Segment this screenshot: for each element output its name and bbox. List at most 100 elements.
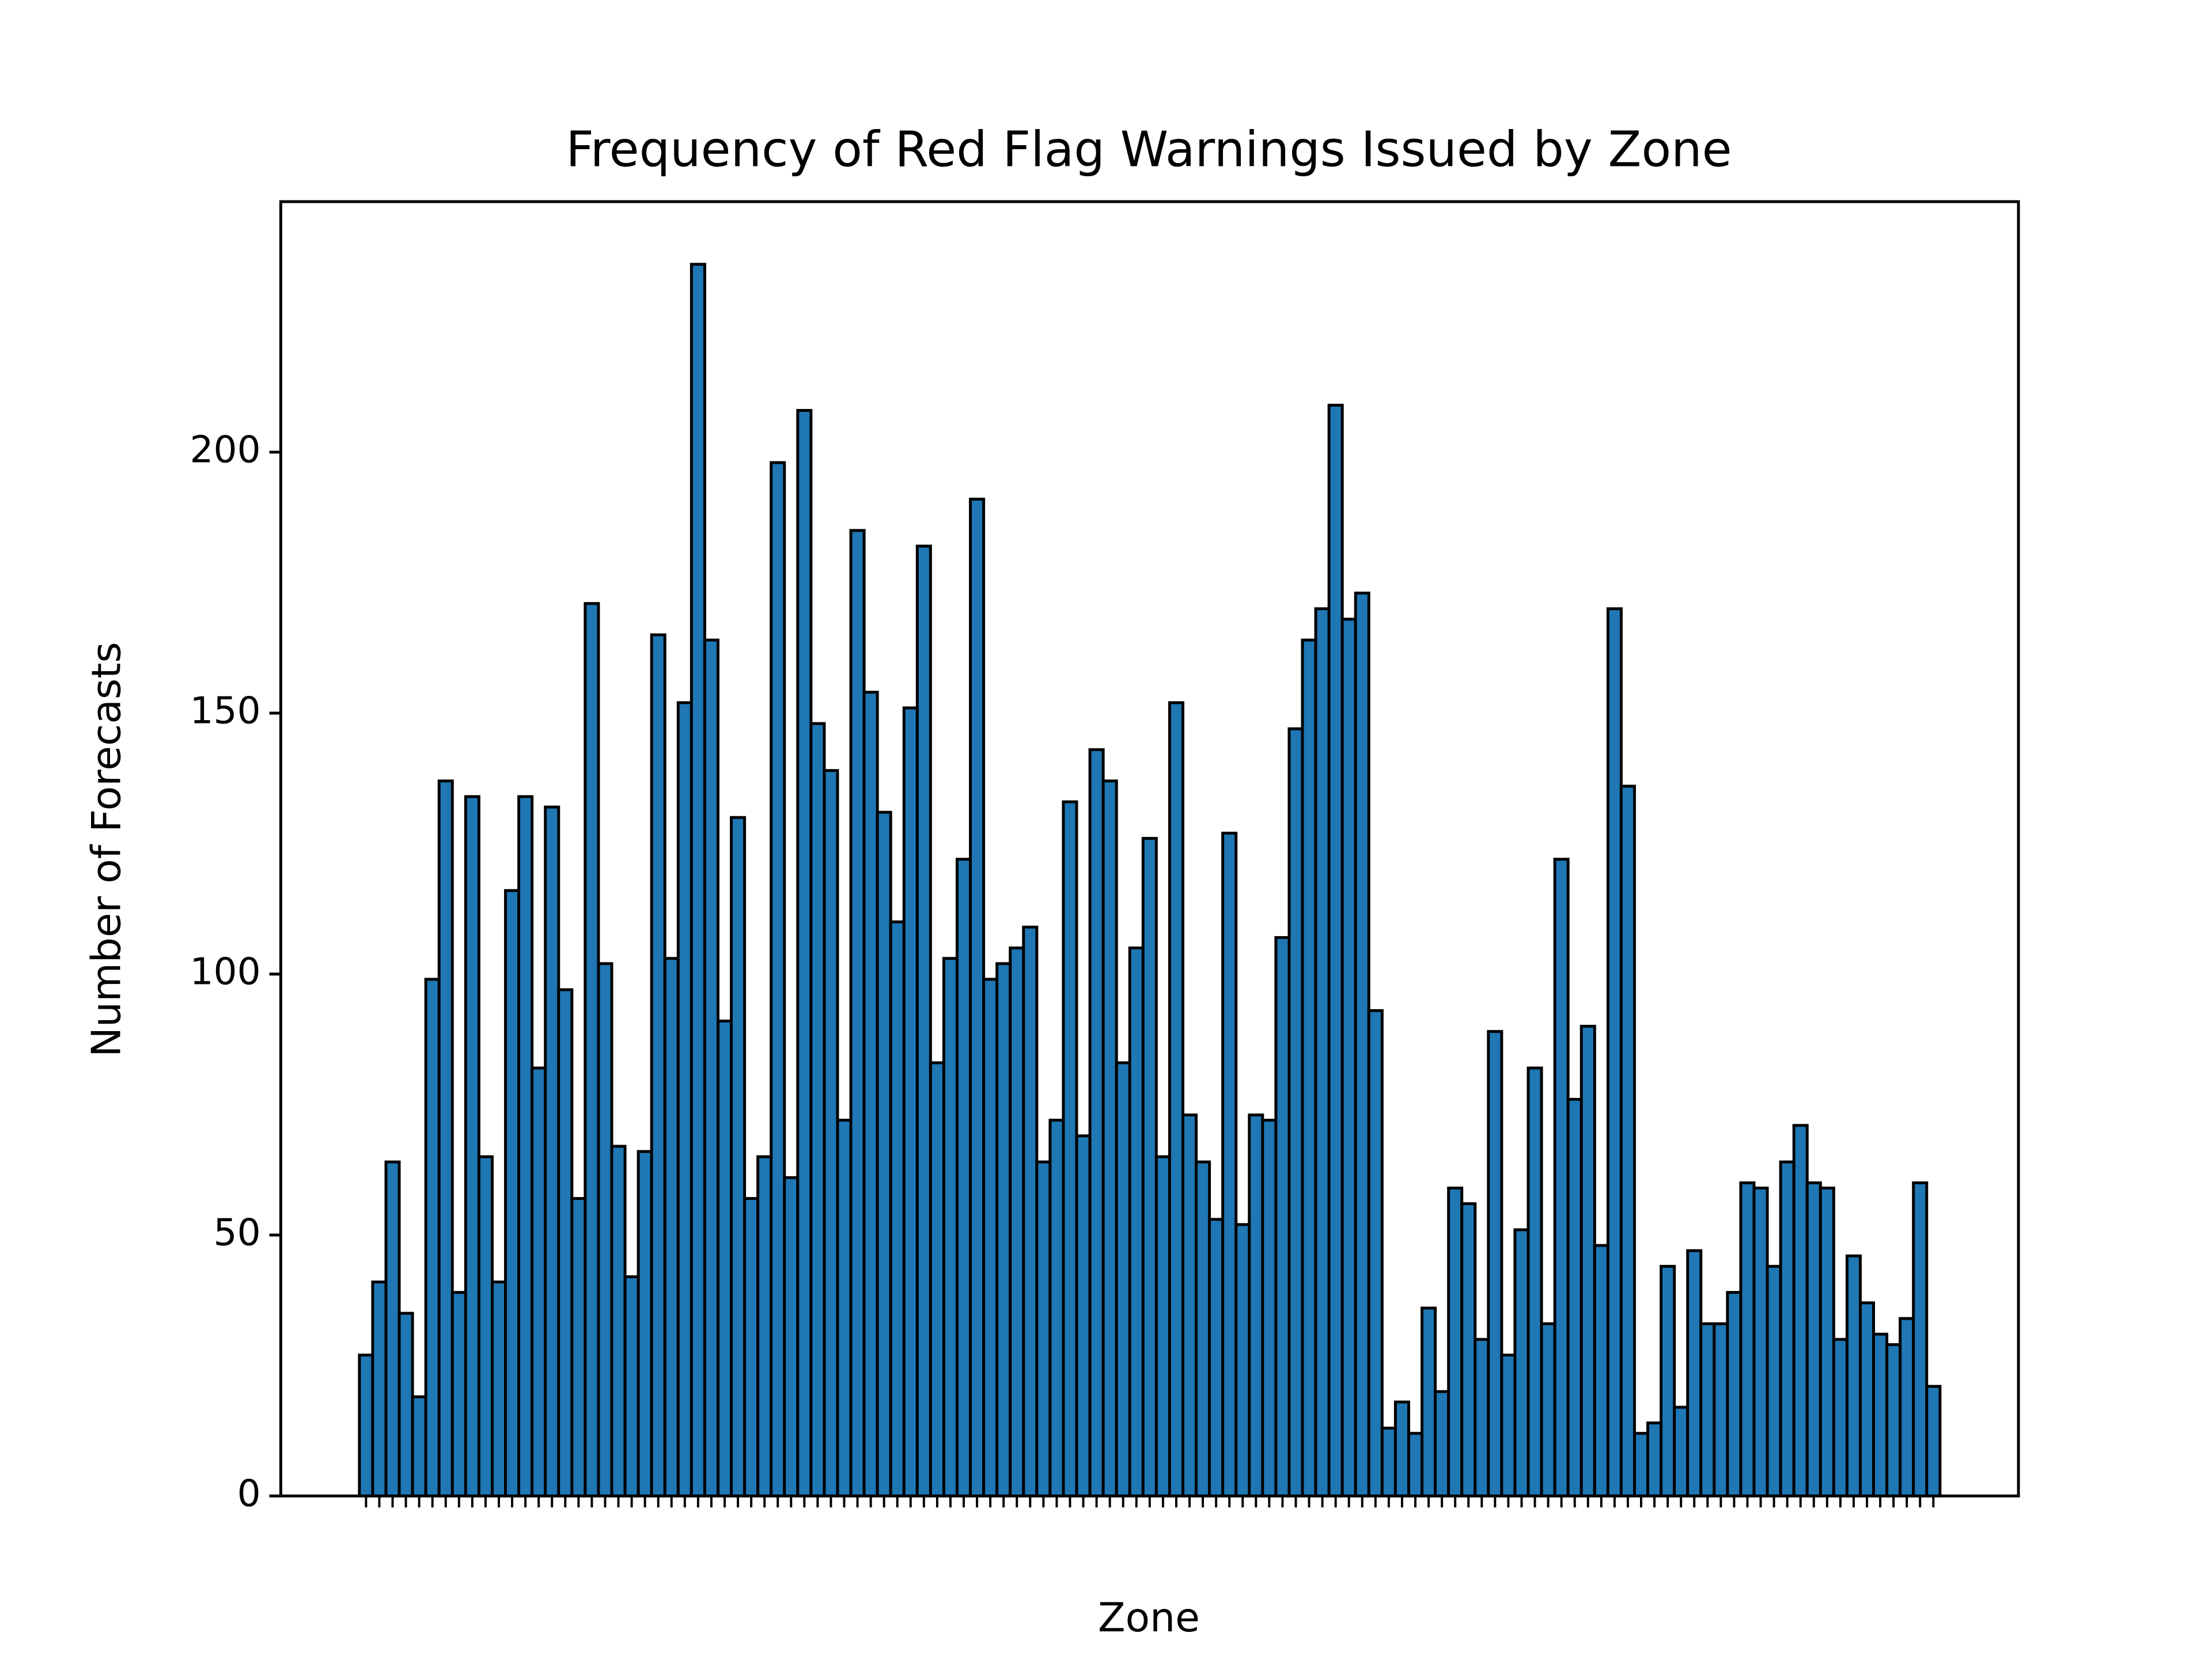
bar xyxy=(756,1155,773,1498)
bar xyxy=(1619,785,1636,1498)
bar xyxy=(517,795,534,1498)
bar xyxy=(1912,1181,1929,1498)
bar xyxy=(929,1061,945,1498)
bar xyxy=(504,889,521,1498)
bar xyxy=(823,769,839,1498)
bar xyxy=(876,810,892,1498)
bar xyxy=(597,962,613,1498)
bar xyxy=(1580,1025,1596,1498)
bar xyxy=(676,701,693,1498)
bar xyxy=(1739,1181,1756,1498)
bar xyxy=(1513,1228,1530,1498)
bar xyxy=(1766,1264,1782,1498)
bar xyxy=(1527,1066,1543,1498)
bar xyxy=(1340,618,1357,1498)
bar xyxy=(1221,831,1238,1498)
bar xyxy=(1487,1030,1503,1498)
bar xyxy=(1566,1097,1583,1498)
bar xyxy=(1075,1134,1092,1498)
bar xyxy=(1713,1322,1729,1498)
bar xyxy=(982,978,999,1498)
bar xyxy=(1393,1400,1410,1498)
bar xyxy=(1354,592,1370,1498)
bar xyxy=(1805,1181,1822,1498)
bar xyxy=(623,1275,640,1498)
bar xyxy=(411,1395,427,1498)
bar xyxy=(1287,727,1304,1498)
bar xyxy=(1168,701,1184,1498)
bar xyxy=(1633,1431,1650,1498)
bar xyxy=(358,1353,374,1498)
bar xyxy=(862,691,879,1498)
bar xyxy=(956,858,972,1498)
y-tick-label: 0 xyxy=(237,1472,261,1516)
bar xyxy=(1248,1113,1264,1498)
y-axis-label: Number of Forecasts xyxy=(84,642,130,1057)
bar xyxy=(1779,1160,1796,1498)
y-tick-label: 200 xyxy=(190,429,260,472)
bar xyxy=(1858,1301,1875,1498)
bar xyxy=(730,816,747,1498)
bar xyxy=(836,1119,853,1498)
bar xyxy=(1540,1322,1556,1498)
bar xyxy=(1792,1124,1809,1498)
bar xyxy=(1447,1186,1464,1498)
bar xyxy=(450,1291,467,1498)
bar xyxy=(942,957,959,1498)
bar xyxy=(1009,946,1025,1498)
bar xyxy=(1460,1202,1477,1498)
bar xyxy=(1686,1249,1703,1498)
bar xyxy=(1048,1119,1065,1498)
bar xyxy=(1819,1186,1835,1498)
bar xyxy=(1327,403,1344,1498)
bar xyxy=(1606,607,1623,1498)
bar xyxy=(544,805,560,1498)
bar xyxy=(770,461,786,1498)
bar xyxy=(889,920,906,1498)
bar xyxy=(1474,1338,1490,1498)
bar xyxy=(371,1281,388,1498)
bar xyxy=(1845,1254,1862,1498)
bar xyxy=(743,1197,760,1498)
y-tick-label: 150 xyxy=(190,690,260,733)
bar xyxy=(1141,836,1158,1498)
bar xyxy=(690,263,706,1498)
bar xyxy=(1899,1317,1915,1498)
bar xyxy=(1593,1244,1609,1498)
y-tick-label: 100 xyxy=(190,950,260,994)
bar xyxy=(650,633,666,1498)
bar xyxy=(464,795,480,1498)
bar xyxy=(703,638,719,1498)
bar xyxy=(1726,1291,1743,1498)
bar xyxy=(424,978,441,1498)
bar xyxy=(1673,1406,1690,1498)
bar xyxy=(1553,858,1570,1498)
bar xyxy=(1885,1343,1902,1498)
bar xyxy=(1421,1306,1437,1498)
bar xyxy=(1234,1223,1251,1498)
bar xyxy=(1872,1332,1889,1498)
x-axis-label: Zone xyxy=(1098,1594,1200,1641)
chart-title: Frequency of Red Flag Warnings Issued by… xyxy=(566,122,1732,178)
bar xyxy=(1195,1160,1211,1498)
bar xyxy=(1181,1113,1198,1498)
plot-frame xyxy=(279,200,2020,1498)
bar xyxy=(995,962,1012,1498)
bar xyxy=(384,1160,401,1498)
bar xyxy=(849,529,866,1498)
bar xyxy=(915,544,932,1498)
bar xyxy=(783,1176,800,1498)
bar xyxy=(1752,1186,1769,1498)
bar xyxy=(796,408,813,1498)
bar xyxy=(1407,1431,1424,1498)
bar xyxy=(809,722,826,1498)
bar xyxy=(584,602,600,1498)
bar xyxy=(1128,946,1145,1498)
bar xyxy=(1925,1385,1942,1498)
bar xyxy=(531,1066,547,1498)
bar xyxy=(902,706,919,1498)
bar xyxy=(1301,638,1317,1498)
bar xyxy=(1434,1390,1450,1498)
bar xyxy=(1035,1160,1052,1498)
bar xyxy=(1261,1119,1278,1498)
